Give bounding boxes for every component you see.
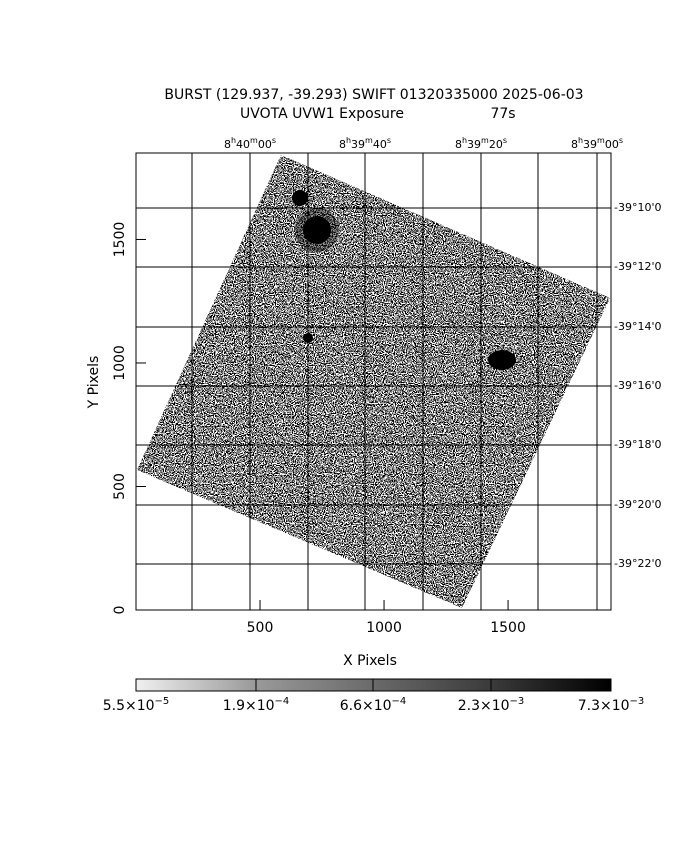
dec-label: -39°22'0	[614, 557, 662, 570]
colorbar-label-base: 1.9×10	[223, 698, 275, 714]
x-tick-label: 1500	[490, 620, 526, 636]
ra-label-part: 40	[236, 138, 250, 151]
colorbar-label: 2.3×10−3	[458, 696, 525, 715]
colorbar-label: 6.6×10−4	[340, 696, 407, 715]
colorbar-label: 1.9×10−4	[223, 696, 290, 715]
colorbar-label-base: 7.3×10	[578, 698, 630, 714]
ra-label-part: 8	[339, 138, 346, 151]
plot-frame	[135, 152, 612, 611]
x-axis-label: X Pixels	[343, 653, 397, 669]
exposure-image	[137, 155, 610, 608]
colorbar-label-base: 5.5×10	[103, 698, 155, 714]
title: BURST (129.937, -39.293) SWIFT 013203350…	[164, 87, 583, 103]
colorbar-label-exp: −5	[155, 696, 170, 707]
ra-label: 8h40m00s	[224, 136, 276, 151]
y-tick-label: 1000	[112, 345, 128, 381]
y-tick-label: 0	[112, 606, 128, 615]
x-tick-label: 500	[247, 620, 274, 636]
dec-label: -39°10'0	[614, 201, 662, 214]
ra-label-part: 39	[351, 138, 365, 151]
ra-label-part: h	[578, 136, 583, 145]
ra-label: 8h39m40s	[339, 136, 391, 151]
x-tick-label: 1000	[366, 620, 402, 636]
dec-label: -39°18'0	[614, 438, 662, 451]
ra-label-part: 8	[571, 138, 578, 151]
ra-label: 8h39m20s	[455, 136, 507, 151]
colorbar-label: 5.5×10−5	[103, 696, 170, 715]
ra-label-part: 8	[224, 138, 231, 151]
colorbar-label-exp: −4	[392, 696, 407, 707]
y-tick-label: 1500	[112, 222, 128, 258]
y-tick-label: 500	[112, 473, 128, 500]
exposure: 77s	[490, 106, 515, 122]
ra-label-part: s	[387, 136, 391, 145]
ra-label-part: 00	[258, 138, 272, 151]
ra-label-part: 39	[467, 138, 481, 151]
coordinate-grid	[136, 153, 611, 610]
ra-label-part: s	[619, 136, 623, 145]
ra-label-part: m	[481, 136, 489, 145]
ra-label-part: h	[346, 136, 351, 145]
ra-label-part: s	[272, 136, 276, 145]
colorbar-label-exp: −3	[510, 696, 525, 707]
colorbar-label: 7.3×10−3	[578, 696, 645, 715]
ra-label-part: 20	[489, 138, 503, 151]
dec-label: -39°16'0	[614, 379, 662, 392]
ra-label-part: m	[250, 136, 258, 145]
ra-label-part: 00	[605, 138, 619, 151]
y-axis-label: Y Pixels	[86, 356, 102, 410]
ra-label-part: 39	[583, 138, 597, 151]
dec-label: -39°12'0	[614, 260, 662, 273]
subtitle: UVOTA UVW1 Exposure	[240, 106, 404, 122]
ra-label-part: h	[462, 136, 467, 145]
dec-label: -39°20'0	[614, 498, 662, 511]
ra-label-part: 40	[373, 138, 387, 151]
colorbar-label-base: 6.6×10	[340, 698, 392, 714]
ra-label-part: m	[597, 136, 605, 145]
colorbar-label-exp: −4	[275, 696, 290, 707]
colorbar-label-exp: −3	[630, 696, 645, 707]
ra-label-part: s	[503, 136, 507, 145]
colorbar-label-base: 2.3×10	[458, 698, 510, 714]
ra-label-part: m	[365, 136, 373, 145]
ra-label-part: h	[231, 136, 236, 145]
dec-label: -39°14'0	[614, 320, 662, 333]
ra-label: 8h39m00s	[571, 136, 623, 151]
ra-label-part: 8	[455, 138, 462, 151]
